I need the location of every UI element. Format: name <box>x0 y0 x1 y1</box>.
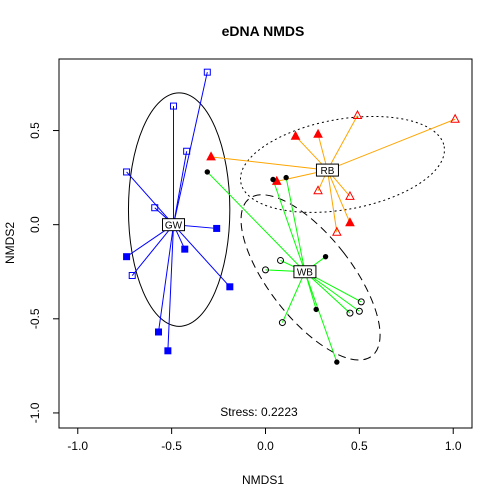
wb-spider-line <box>285 177 306 272</box>
wb-centroid-box <box>293 265 317 279</box>
wb-point <box>283 174 289 181</box>
rb-point <box>450 113 460 123</box>
rb-spider-line <box>326 170 338 233</box>
stress-annotation: Stress: 0.2223 <box>220 405 298 419</box>
y-tick-label: 0.5 <box>28 122 42 139</box>
gw-point <box>213 224 221 232</box>
rb-ellipse <box>239 115 445 213</box>
wb-spider-line <box>304 271 360 312</box>
wb-point <box>357 298 365 306</box>
rb-point <box>332 226 342 236</box>
gw-point <box>123 168 131 176</box>
gw-point <box>164 347 172 355</box>
wb-spider-line <box>272 179 306 272</box>
gw-point <box>170 102 178 110</box>
gw-spider-line <box>173 224 231 288</box>
ellipse-layer <box>127 92 445 361</box>
wb-point <box>270 176 276 183</box>
gw-spider-line <box>131 224 174 276</box>
y-tick-label: -0.5 <box>28 308 42 329</box>
x-axis-title: NMDS1 <box>242 473 284 487</box>
point-layer <box>123 68 460 365</box>
gw-point <box>203 68 211 76</box>
gw-point <box>123 253 131 261</box>
gw-spider-line <box>126 171 174 226</box>
gw-point <box>226 283 234 291</box>
x-tick-label: 1.0 <box>445 439 462 453</box>
gw-point <box>181 245 189 253</box>
gw-spider-line <box>173 151 188 225</box>
wb-point <box>278 319 286 327</box>
rb-spider-line <box>327 115 358 171</box>
rb-spider-line <box>211 156 328 171</box>
rb-point <box>313 185 323 195</box>
wb-ellipse <box>240 194 381 361</box>
wb-point <box>322 253 329 260</box>
axes-layer: -1.0 -0.5 0.0 0.5 1.0 -1.0 -0.5 0.0 0.5 <box>28 58 473 453</box>
wb-point <box>346 309 354 317</box>
gw-spider-line <box>167 224 175 351</box>
gw-spider-line <box>158 224 175 333</box>
rb-point <box>313 128 323 138</box>
wb-spider-line <box>304 271 338 363</box>
wb-point <box>277 256 285 264</box>
wb-point <box>334 359 340 365</box>
x-tick-label: -1.0 <box>67 439 88 453</box>
centroid-layer: GW RB WB <box>162 163 339 279</box>
rb-spider-line <box>326 169 351 223</box>
wb-point <box>355 307 363 315</box>
x-tick-label: -0.5 <box>161 439 182 453</box>
gw-point <box>128 272 136 280</box>
rb-point <box>345 217 355 227</box>
gw-point <box>183 147 191 155</box>
gw-point <box>154 328 162 336</box>
gw-centroid-box <box>162 218 186 232</box>
wb-spider-line <box>281 271 306 323</box>
wb-point <box>204 169 211 175</box>
gw-centroid-label: GW <box>165 221 183 232</box>
chart-title: eDNA NMDS <box>222 23 305 39</box>
wb-spider-line <box>206 171 306 273</box>
spider-line-layer <box>126 72 456 363</box>
rb-point <box>206 151 216 161</box>
wb-point <box>262 266 269 274</box>
plot-frame <box>58 58 473 429</box>
rb-point <box>290 130 301 140</box>
rb-spider-line <box>327 118 456 171</box>
gw-spider-line <box>173 72 208 225</box>
rb-point <box>352 109 363 119</box>
wb-centroid-label: WB <box>297 268 313 279</box>
wb-point <box>313 306 319 313</box>
x-tick-label: 0.0 <box>257 439 274 453</box>
x-tick-label: 0.5 <box>351 439 368 453</box>
y-tick-label: -1.0 <box>28 402 42 423</box>
gw-point <box>151 204 159 212</box>
gw-ellipse <box>127 92 231 327</box>
y-tick-label: 0.0 <box>28 216 42 233</box>
rb-point <box>345 190 355 200</box>
rb-centroid-label: RB <box>320 166 334 177</box>
rb-centroid-box <box>315 163 339 177</box>
wb-spider-line <box>304 271 351 314</box>
y-axis-title: NMDS2 <box>3 222 17 264</box>
